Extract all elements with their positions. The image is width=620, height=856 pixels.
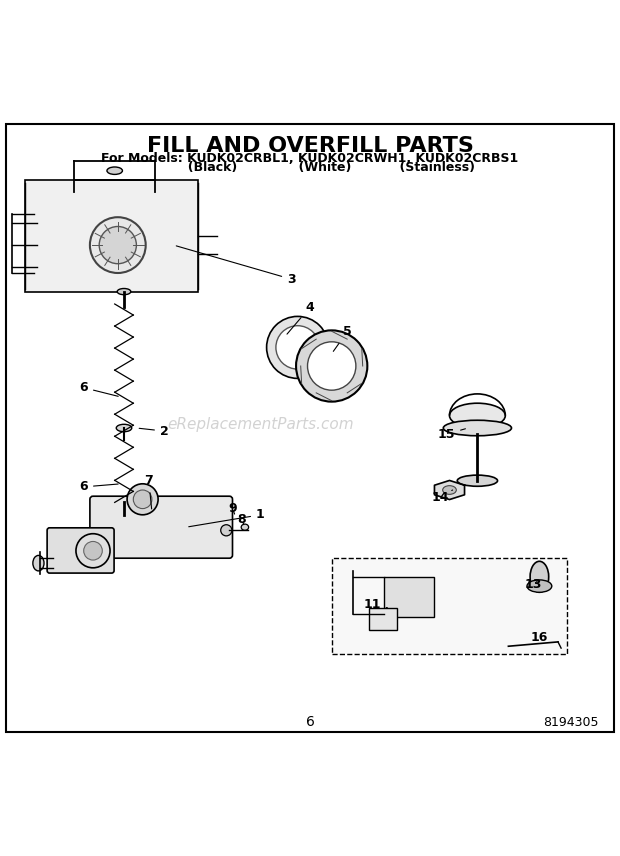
Ellipse shape: [133, 490, 152, 508]
Text: 3: 3: [176, 246, 296, 286]
Ellipse shape: [90, 217, 146, 273]
Ellipse shape: [308, 342, 356, 390]
Polygon shape: [435, 480, 464, 500]
Text: 15: 15: [438, 428, 466, 441]
Ellipse shape: [443, 485, 456, 495]
Ellipse shape: [527, 580, 552, 592]
Ellipse shape: [33, 556, 44, 571]
Ellipse shape: [443, 420, 511, 436]
Text: 4: 4: [287, 300, 314, 334]
Ellipse shape: [117, 499, 131, 506]
Text: FILL AND OVERFILL PARTS: FILL AND OVERFILL PARTS: [146, 136, 474, 156]
Ellipse shape: [117, 288, 131, 294]
FancyBboxPatch shape: [384, 577, 434, 617]
Text: 9: 9: [228, 502, 237, 515]
Text: 2: 2: [139, 425, 169, 437]
Text: 6: 6: [79, 480, 118, 493]
Ellipse shape: [84, 542, 102, 560]
Text: 14: 14: [432, 490, 453, 504]
Text: (Black)              (White)           (Stainless): (Black) (White) (Stainless): [144, 161, 476, 174]
Ellipse shape: [530, 562, 549, 592]
Text: 8194305: 8194305: [542, 716, 598, 729]
Text: eReplacementParts.com: eReplacementParts.com: [167, 418, 354, 432]
Ellipse shape: [99, 227, 136, 264]
Ellipse shape: [267, 317, 329, 378]
Ellipse shape: [450, 403, 505, 428]
Ellipse shape: [221, 525, 232, 536]
Text: For Models: KUDK02CRBL1, KUDK02CRWH1, KUDK02CRBS1: For Models: KUDK02CRBL1, KUDK02CRWH1, KU…: [102, 152, 518, 165]
Ellipse shape: [117, 425, 131, 431]
Text: 11: 11: [363, 598, 388, 611]
Ellipse shape: [107, 167, 123, 175]
Text: 8: 8: [237, 514, 246, 526]
Text: 1: 1: [188, 508, 265, 526]
Text: 16: 16: [531, 631, 548, 644]
FancyBboxPatch shape: [25, 180, 198, 292]
Text: 13: 13: [525, 578, 542, 591]
Ellipse shape: [76, 533, 110, 568]
Ellipse shape: [458, 475, 497, 486]
FancyBboxPatch shape: [369, 608, 397, 629]
Text: 7: 7: [144, 474, 153, 509]
Ellipse shape: [127, 484, 158, 514]
FancyBboxPatch shape: [90, 496, 232, 558]
Text: 6: 6: [79, 381, 118, 396]
Ellipse shape: [241, 524, 249, 531]
Text: 6: 6: [306, 716, 314, 729]
Text: 5: 5: [334, 325, 352, 351]
Bar: [332, 558, 567, 654]
Ellipse shape: [276, 325, 319, 369]
Ellipse shape: [296, 330, 367, 401]
FancyBboxPatch shape: [47, 528, 114, 573]
